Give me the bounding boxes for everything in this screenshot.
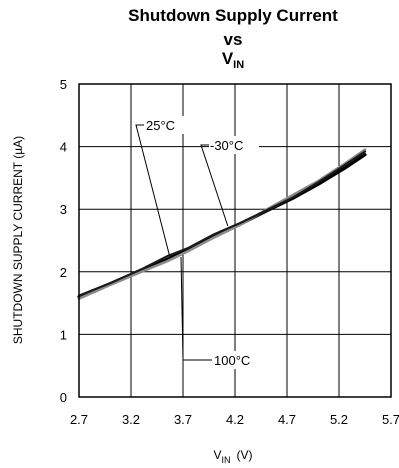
y-tick-label: 2 xyxy=(60,265,67,280)
annotation-minus30c-label: -30°C xyxy=(210,138,243,153)
y-tick-label: 3 xyxy=(60,202,67,217)
x-tick-label: 2.7 xyxy=(70,412,88,427)
x-tick-label: 3.7 xyxy=(174,412,192,427)
y-axis-label: SHUTDOWN SUPPLY CURRENT (µA) xyxy=(11,136,25,344)
annotation-100c: 100°C xyxy=(180,257,262,369)
chart-title-line3: VIN xyxy=(222,49,244,71)
x-tick-labels: 2.7 3.2 3.7 4.2 4.7 5.2 5.7 xyxy=(70,412,399,427)
annotation-25c-label: 25°C xyxy=(146,118,175,133)
annotation-minus30c-bg xyxy=(209,136,259,154)
chart-title-line3-main: V xyxy=(222,49,234,68)
x-axis-label-sub: IN xyxy=(222,455,231,465)
x-axis-label-unit: (V) xyxy=(237,448,253,462)
x-axis-label-main: V xyxy=(213,448,221,462)
annotation-25c-leader xyxy=(135,124,171,257)
annotation-minus30c: -30°C xyxy=(200,136,259,227)
annotation-100c-leader xyxy=(180,257,212,361)
series-lines xyxy=(77,148,367,301)
x-tick-label: 3.2 xyxy=(122,412,140,427)
y-tick-label: 4 xyxy=(60,140,67,155)
y-tick-label: 1 xyxy=(60,327,67,342)
series-line-25c xyxy=(77,153,367,299)
x-axis-label: VIN (V) xyxy=(213,448,252,465)
plot-frame xyxy=(78,83,392,398)
x-tick-label: 5.7 xyxy=(382,412,399,427)
x-tick-label: 4.2 xyxy=(226,412,244,427)
annotation-100c-label: 100°C xyxy=(214,353,250,368)
grid-lines xyxy=(78,83,392,398)
y-tick-label: 5 xyxy=(60,77,67,92)
annotation-100c-bg xyxy=(212,351,262,369)
series-line-100c xyxy=(77,150,367,297)
x-tick-label: 5.2 xyxy=(330,412,348,427)
chart-title-line3-sub: IN xyxy=(233,59,244,71)
annotation-25c-bg xyxy=(144,116,188,134)
series-line-minus30c xyxy=(77,148,367,301)
x-tick-label: 4.7 xyxy=(278,412,296,427)
annotation-minus30c-leader xyxy=(200,144,229,227)
chart-title-line1: Shutdown Supply Current xyxy=(128,6,338,25)
annotation-25c: 25°C xyxy=(135,116,188,257)
chart-title-line2: vs xyxy=(224,30,243,49)
y-tick-labels: 0 1 2 3 4 5 xyxy=(60,77,67,405)
y-tick-label: 0 xyxy=(60,390,67,405)
